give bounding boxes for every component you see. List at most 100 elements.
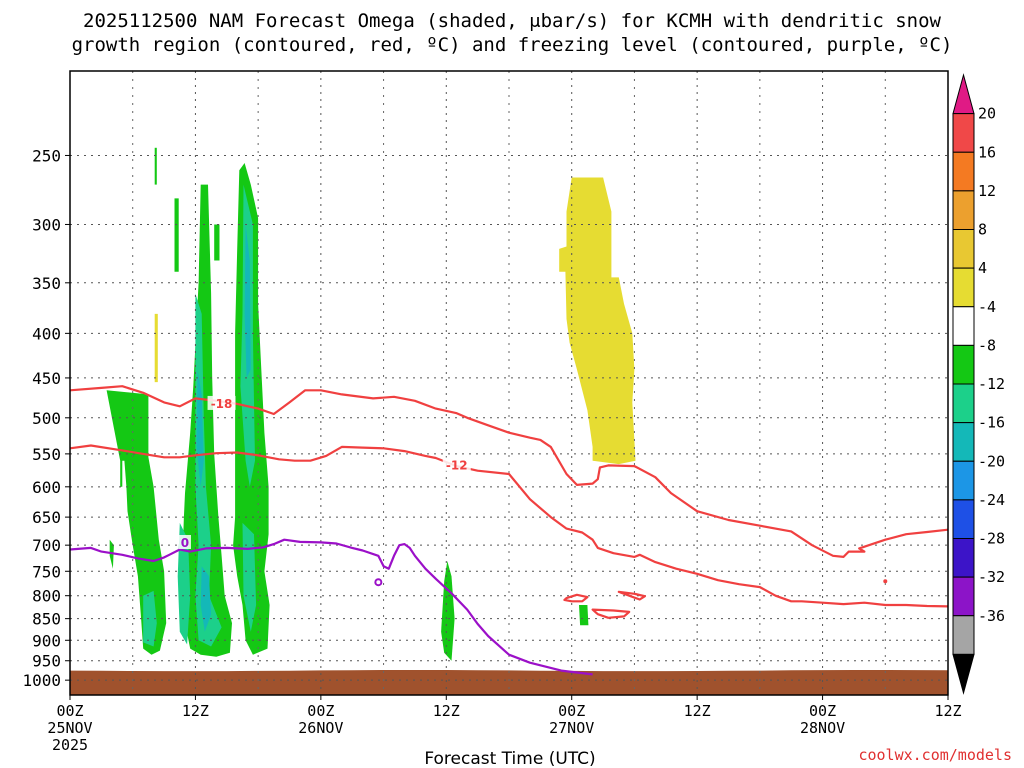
omega-area-small-14z xyxy=(214,224,220,261)
colorbar-swatch-12 xyxy=(952,538,975,578)
colorbar-swatch-14 xyxy=(952,615,975,655)
ground-surface xyxy=(70,670,948,695)
x-tick-label-h24-1: 00Z xyxy=(307,702,334,720)
colorbar-swatch-11 xyxy=(952,499,975,539)
omega-area-col-36z xyxy=(441,561,455,661)
colorbar-label--24: -24 xyxy=(978,491,1005,509)
x-tick-label-h72-2: 28NOV xyxy=(800,719,845,737)
omega-area-teal-4 xyxy=(242,522,257,632)
contour-freezing 0 xyxy=(70,538,593,676)
contour-label-bg-freezing 0 xyxy=(178,534,191,549)
contour-label-upper -18: -18 xyxy=(211,397,233,411)
omega-area-cyan-2 xyxy=(200,566,212,632)
colorbar-label--12: -12 xyxy=(978,375,1005,393)
colorbar-swatch-5 xyxy=(952,267,975,308)
y-tick-label-650: 650 xyxy=(32,508,61,527)
y-tick-label-600: 600 xyxy=(32,478,61,497)
colorbar-swatch-7 xyxy=(952,344,975,385)
omega-area-teal-5 xyxy=(177,522,191,645)
colorbar-swatch-8 xyxy=(952,383,975,424)
x-tick-label-h60-1: 12Z xyxy=(684,702,711,720)
omega-area-left-green xyxy=(106,390,167,655)
contour-blob-1 xyxy=(563,593,589,603)
colorbar: 20 16 12 8 4 -4 -8 -12 -16 -20 -24 -28 -32 -36 xyxy=(952,73,1005,695)
y-tick-label-350: 350 xyxy=(32,274,61,293)
credit-text[interactable]: coolwx.com/models xyxy=(858,746,1012,764)
contour-label-lower -12: -12 xyxy=(446,458,468,472)
colorbar-label--4: -4 xyxy=(978,298,996,316)
contour-label-bg-lower -12 xyxy=(442,457,471,472)
colorbar-label-8: 8 xyxy=(978,221,987,239)
colorbar-label--28: -28 xyxy=(978,530,1005,548)
colorbar-swatch-1 xyxy=(952,113,975,153)
contour-layer: -18 -12 0 xyxy=(70,385,948,676)
colorbar-swatch-10 xyxy=(952,460,975,501)
omega-area-teal-1 xyxy=(143,590,157,647)
chart-title-line-2: growth region (contoured, red, ºC) and f… xyxy=(72,34,953,56)
colorbar-swatch-13 xyxy=(952,576,975,617)
omega-area-yellow-thin xyxy=(154,313,158,383)
y-tick-label-500: 500 xyxy=(32,409,61,428)
y-tick-label-1000: 1000 xyxy=(22,671,61,690)
ground-layer xyxy=(70,670,948,695)
omega-area-small-11z xyxy=(174,198,179,272)
colorbar-label--20: -20 xyxy=(978,452,1005,470)
colorbar-label-16: 16 xyxy=(978,143,996,161)
colorbar-label--8: -8 xyxy=(978,336,996,354)
y-tick-label-850: 850 xyxy=(32,610,61,629)
x-tick-label-h24-2: 26NOV xyxy=(298,719,343,737)
contour-upper -18 xyxy=(70,385,948,558)
contour-freezing-blob xyxy=(374,578,383,587)
y-tick-label-250: 250 xyxy=(32,146,61,165)
x-tick-label-h84-1: 12Z xyxy=(934,702,961,720)
colorbar-label-12: 12 xyxy=(978,182,996,200)
colorbar-label--32: -32 xyxy=(978,568,1005,586)
y-tick-label-750: 750 xyxy=(32,562,61,581)
colorbar-swatch-9 xyxy=(952,422,975,462)
x-tick-label-h48-2: 27NOV xyxy=(549,719,594,737)
omega-area-yellow-main xyxy=(559,177,636,465)
colorbar-label-4: 4 xyxy=(978,259,987,277)
plot-frame xyxy=(69,70,949,696)
x-tick-label-h0-3: 2025 xyxy=(52,736,88,754)
y-tick-label-300: 300 xyxy=(32,215,61,234)
omega-area-blip-48z xyxy=(579,605,589,626)
omega-area-thin-8z xyxy=(154,147,157,185)
x-axis-label: Forecast Time (UTC) xyxy=(424,749,595,768)
x-tick-label-h0-2: 25NOV xyxy=(47,719,92,737)
contour-label-freezing 0: 0 xyxy=(181,536,189,550)
omega-area-col-12z xyxy=(182,184,232,657)
colorbar-label--16: -16 xyxy=(978,414,1005,432)
contour-blob-2 xyxy=(591,608,631,619)
plot-border xyxy=(69,70,949,696)
x-tick-label-h12-1: 12Z xyxy=(182,702,209,720)
contour-label-bg-upper -18 xyxy=(207,395,236,410)
contour-lower -12 xyxy=(70,444,948,608)
y-tick-label-400: 400 xyxy=(32,324,61,343)
colorbar-label-20: 20 xyxy=(978,105,996,123)
contour-blob-3 xyxy=(617,590,646,601)
omega-area-teal-2 xyxy=(195,293,222,647)
y-tick-label-950: 950 xyxy=(32,652,61,671)
colorbar-swatch-3 xyxy=(952,190,975,230)
colorbar-triangle-top xyxy=(952,73,975,115)
y-tick-label-450: 450 xyxy=(32,369,61,388)
y-tick-label-700: 700 xyxy=(32,536,61,555)
x-tick-label-h0-1: 00Z xyxy=(56,702,83,720)
omega-shading-layer xyxy=(106,147,636,661)
y-tick-label-800: 800 xyxy=(32,587,61,606)
y-tick-label-550: 550 xyxy=(32,445,61,464)
colorbar-swatch-2 xyxy=(952,151,975,192)
y-axis: 250 300 350 400 450 500 550 600 650 700 750 800 850 9… xyxy=(22,146,70,690)
x-tick-label-h72-1: 00Z xyxy=(809,702,836,720)
colorbar-swatch-6 xyxy=(952,306,975,346)
y-tick-label-900: 900 xyxy=(32,631,61,650)
colorbar-triangle-bottom xyxy=(952,653,975,695)
contour-dot xyxy=(883,579,888,584)
colorbar-label--36: -36 xyxy=(978,607,1005,625)
x-tick-label-h48-1: 00Z xyxy=(558,702,585,720)
colorbar-swatch-4 xyxy=(952,229,975,269)
omega-area-cyan-3 xyxy=(244,224,251,378)
